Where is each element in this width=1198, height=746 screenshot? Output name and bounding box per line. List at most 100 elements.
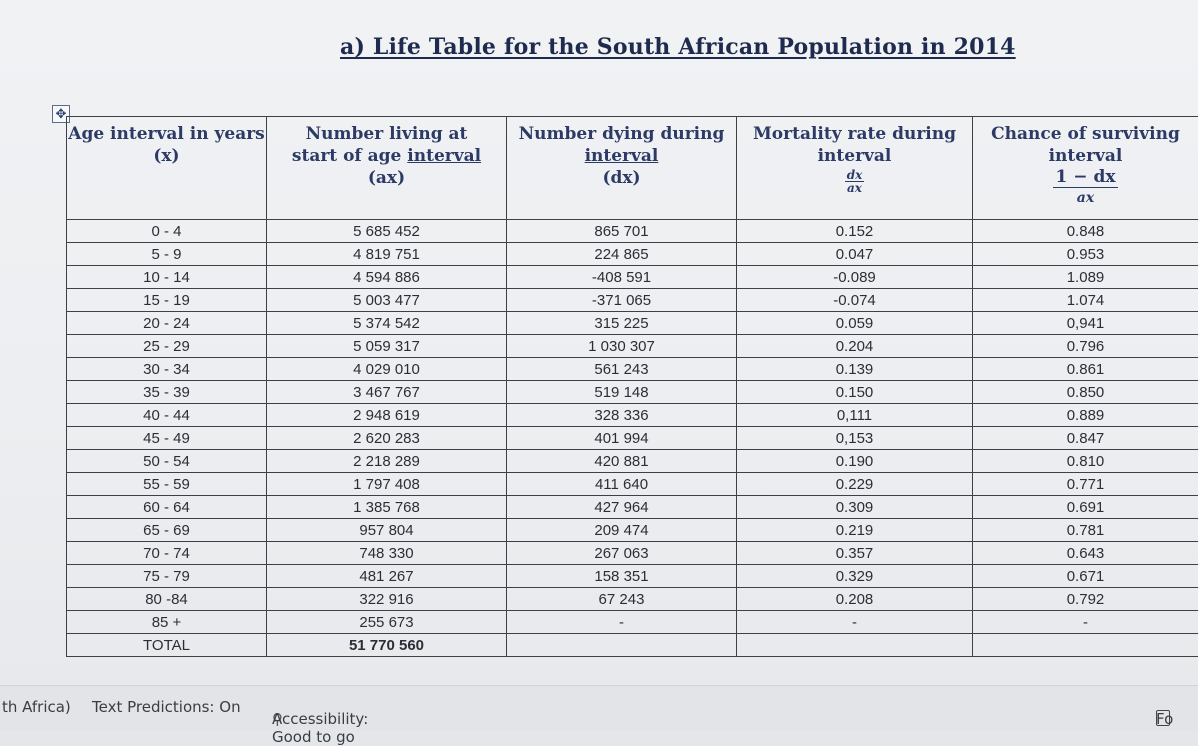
mortality-rate-cell[interactable]: 0.229 bbox=[737, 473, 973, 496]
number-dying-cell[interactable]: 411 640 bbox=[507, 473, 737, 496]
table-cell[interactable] bbox=[973, 634, 1198, 657]
age-interval-cell[interactable]: 30 - 34 bbox=[67, 358, 267, 381]
surviving-chance-cell[interactable]: 0.810 bbox=[973, 450, 1198, 473]
number-dying-cell[interactable]: 209 474 bbox=[507, 519, 737, 542]
age-interval-cell[interactable]: 45 - 49 bbox=[67, 427, 267, 450]
number-living-cell[interactable]: 957 804 bbox=[267, 519, 507, 542]
mortality-rate-cell[interactable]: 0,111 bbox=[737, 404, 973, 427]
mortality-rate-cell[interactable]: 0.152 bbox=[737, 220, 973, 243]
mortality-rate-cell[interactable]: 0.047 bbox=[737, 243, 973, 266]
surviving-chance-cell[interactable]: 0.848 bbox=[973, 220, 1198, 243]
table-cell[interactable] bbox=[737, 634, 973, 657]
mortality-rate-cell[interactable]: 0.208 bbox=[737, 588, 973, 611]
mortality-rate-cell[interactable]: - bbox=[737, 611, 973, 634]
language-status[interactable]: th Africa) bbox=[2, 698, 71, 716]
number-dying-cell[interactable]: -408 591 bbox=[507, 266, 737, 289]
number-dying-cell[interactable]: 267 063 bbox=[507, 542, 737, 565]
age-interval-cell[interactable]: 60 - 64 bbox=[67, 496, 267, 519]
age-interval-cell[interactable]: 80 -84 bbox=[67, 588, 267, 611]
mortality-rate-cell[interactable]: 0.204 bbox=[737, 335, 973, 358]
number-living-cell[interactable]: 2 620 283 bbox=[267, 427, 507, 450]
mortality-rate-cell[interactable]: 0.329 bbox=[737, 565, 973, 588]
text-predictions-status[interactable]: Text Predictions: On bbox=[92, 698, 241, 716]
surviving-chance-cell[interactable]: 0.771 bbox=[973, 473, 1198, 496]
mortality-rate-cell[interactable]: -0.089 bbox=[737, 266, 973, 289]
number-living-cell[interactable]: 2 948 619 bbox=[267, 404, 507, 427]
surviving-chance-cell[interactable]: 0.847 bbox=[973, 427, 1198, 450]
age-interval-cell[interactable]: 40 - 44 bbox=[67, 404, 267, 427]
header-text: interval bbox=[737, 145, 972, 167]
number-dying-cell[interactable]: 519 148 bbox=[507, 381, 737, 404]
surviving-chance-cell[interactable]: 0.691 bbox=[973, 496, 1198, 519]
number-living-cell[interactable]: 1 797 408 bbox=[267, 473, 507, 496]
number-dying-cell[interactable]: 224 865 bbox=[507, 243, 737, 266]
age-interval-cell[interactable]: 0 - 4 bbox=[67, 220, 267, 243]
mortality-rate-cell[interactable]: 0,153 bbox=[737, 427, 973, 450]
table-cell[interactable] bbox=[507, 634, 737, 657]
surviving-chance-cell[interactable]: 0.781 bbox=[973, 519, 1198, 542]
mortality-rate-cell[interactable]: -0.074 bbox=[737, 289, 973, 312]
mortality-rate-cell[interactable]: 0.219 bbox=[737, 519, 973, 542]
number-dying-cell[interactable]: 67 243 bbox=[507, 588, 737, 611]
age-interval-cell[interactable]: 10 - 14 bbox=[67, 266, 267, 289]
mortality-rate-cell[interactable]: 0.309 bbox=[737, 496, 973, 519]
number-living-cell[interactable]: 4 819 751 bbox=[267, 243, 507, 266]
number-living-cell[interactable]: 5 374 542 bbox=[267, 312, 507, 335]
surviving-chance-cell[interactable]: 0.953 bbox=[973, 243, 1198, 266]
number-dying-cell[interactable]: 328 336 bbox=[507, 404, 737, 427]
number-dying-cell[interactable]: - bbox=[507, 611, 737, 634]
age-interval-cell[interactable]: 75 - 79 bbox=[67, 565, 267, 588]
age-interval-cell[interactable]: 20 - 24 bbox=[67, 312, 267, 335]
surviving-chance-cell[interactable]: 0.792 bbox=[973, 588, 1198, 611]
age-interval-cell[interactable]: 50 - 54 bbox=[67, 450, 267, 473]
header-text: Chance of surviving bbox=[973, 123, 1198, 145]
age-interval-cell[interactable]: 70 - 74 bbox=[67, 542, 267, 565]
age-interval-cell[interactable]: 5 - 9 bbox=[67, 243, 267, 266]
surviving-chance-cell[interactable]: 0.643 bbox=[973, 542, 1198, 565]
number-living-cell[interactable]: 481 267 bbox=[267, 565, 507, 588]
surviving-chance-cell[interactable]: 0.850 bbox=[973, 381, 1198, 404]
mortality-rate-cell[interactable]: 0.190 bbox=[737, 450, 973, 473]
number-living-cell[interactable]: 3 467 767 bbox=[267, 381, 507, 404]
number-living-cell[interactable]: 1 385 768 bbox=[267, 496, 507, 519]
surviving-chance-cell[interactable]: 0.861 bbox=[973, 358, 1198, 381]
number-dying-cell[interactable]: 427 964 bbox=[507, 496, 737, 519]
number-living-cell[interactable]: 5 685 452 bbox=[267, 220, 507, 243]
mortality-rate-cell[interactable]: 0.150 bbox=[737, 381, 973, 404]
number-dying-cell[interactable]: 561 243 bbox=[507, 358, 737, 381]
surviving-chance-cell[interactable]: 0,941 bbox=[973, 312, 1198, 335]
number-dying-cell[interactable]: -371 065 bbox=[507, 289, 737, 312]
surviving-chance-cell[interactable]: 1.089 bbox=[973, 266, 1198, 289]
number-living-cell[interactable]: 255 673 bbox=[267, 611, 507, 634]
number-living-cell[interactable]: 4 029 010 bbox=[267, 358, 507, 381]
surviving-chance-cell[interactable]: - bbox=[973, 611, 1198, 634]
age-interval-cell[interactable]: 55 - 59 bbox=[67, 473, 267, 496]
mortality-rate-cell[interactable]: 0.139 bbox=[737, 358, 973, 381]
age-interval-cell[interactable]: 15 - 19 bbox=[67, 289, 267, 312]
number-dying-cell[interactable]: 420 881 bbox=[507, 450, 737, 473]
surviving-chance-cell[interactable]: 0.889 bbox=[973, 404, 1198, 427]
number-living-cell[interactable]: 5 003 477 bbox=[267, 289, 507, 312]
number-dying-cell[interactable]: 315 225 bbox=[507, 312, 737, 335]
number-dying-cell[interactable]: 865 701 bbox=[507, 220, 737, 243]
age-interval-cell[interactable]: 65 - 69 bbox=[67, 519, 267, 542]
number-living-cell[interactable]: 322 916 bbox=[267, 588, 507, 611]
number-living-cell[interactable]: 2 218 289 bbox=[267, 450, 507, 473]
number-living-cell[interactable]: 4 594 886 bbox=[267, 266, 507, 289]
surviving-chance-cell[interactable]: 0.796 bbox=[973, 335, 1198, 358]
number-dying-cell[interactable]: 401 994 bbox=[507, 427, 737, 450]
mortality-rate-cell[interactable]: 0.357 bbox=[737, 542, 973, 565]
age-interval-cell[interactable]: 85 + bbox=[67, 611, 267, 634]
age-interval-cell[interactable]: 35 - 39 bbox=[67, 381, 267, 404]
number-living-cell[interactable]: 748 330 bbox=[267, 542, 507, 565]
surviving-chance-cell[interactable]: 0.671 bbox=[973, 565, 1198, 588]
number-dying-cell[interactable]: 158 351 bbox=[507, 565, 737, 588]
age-interval-cell[interactable]: 25 - 29 bbox=[67, 335, 267, 358]
mortality-rate-cell[interactable]: 0.059 bbox=[737, 312, 973, 335]
number-dying-cell[interactable]: 1 030 307 bbox=[507, 335, 737, 358]
surviving-chance-cell[interactable]: 1.074 bbox=[973, 289, 1198, 312]
number-living-cell[interactable]: 5 059 317 bbox=[267, 335, 507, 358]
